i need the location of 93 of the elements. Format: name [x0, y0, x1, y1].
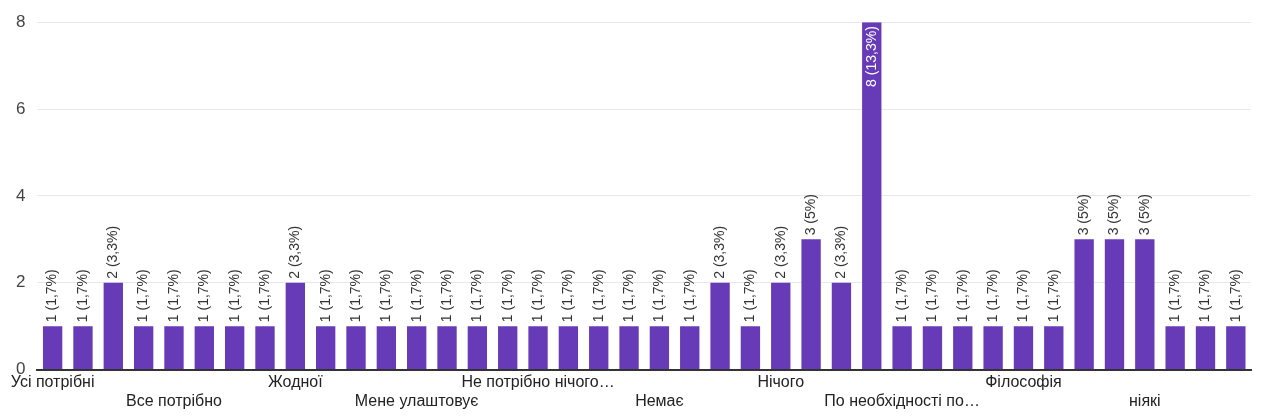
data-label: 2 (3,3%) — [286, 225, 303, 279]
x-tick-label: Філософія — [985, 372, 1062, 390]
data-label: 1 (1,7%) — [589, 269, 606, 323]
y-tick-label: 4 — [15, 185, 26, 205]
y-tick-label: 6 — [15, 98, 26, 118]
data-label: 2 (3,3%) — [104, 225, 121, 279]
bar — [73, 326, 93, 370]
bar — [862, 22, 882, 370]
bar — [164, 326, 184, 370]
data-label: 1 (1,7%) — [650, 269, 667, 323]
bar — [1135, 239, 1155, 370]
x-tick-label: Мене улаштовує — [354, 391, 479, 409]
data-label: 1 (1,7%) — [1014, 269, 1031, 323]
data-label: 1 (1,7%) — [316, 269, 333, 323]
y-tick-label: 2 — [15, 272, 26, 292]
data-label: 1 (1,7%) — [1226, 269, 1243, 323]
bar — [1165, 326, 1185, 370]
bar — [1104, 239, 1125, 370]
data-label: 1 (1,7%) — [559, 269, 576, 323]
bar — [498, 326, 518, 370]
bar — [710, 282, 730, 370]
bar — [224, 326, 245, 370]
bar — [1226, 326, 1246, 370]
data-label: 1 (1,7%) — [1044, 269, 1061, 323]
bar — [285, 282, 305, 370]
data-label: 1 (1,7%) — [983, 269, 1000, 323]
bar — [589, 326, 609, 370]
data-label: 1 (1,7%) — [164, 269, 181, 323]
bar — [649, 326, 670, 370]
data-label: 1 (1,7%) — [741, 269, 758, 323]
data-label: 1 (1,7%) — [619, 269, 636, 323]
bar — [194, 326, 214, 370]
data-label: 1 (1,7%) — [468, 269, 485, 323]
data-label: 1 (1,7%) — [346, 269, 363, 323]
bar — [1074, 239, 1094, 370]
data-label: 1 (1,7%) — [73, 269, 90, 323]
bar — [103, 282, 123, 370]
data-label: 1 (1,7%) — [195, 269, 212, 323]
data-label: 3 (5%) — [1075, 194, 1091, 236]
bar — [619, 326, 639, 370]
bar — [437, 326, 457, 370]
data-label: 1 (1,7%) — [407, 269, 424, 323]
data-label: 1 (1,7%) — [255, 269, 272, 323]
x-tick-label: Нічого — [757, 372, 805, 390]
data-label: 2 (3,3%) — [832, 225, 849, 279]
bar — [740, 326, 761, 370]
data-label: 1 (1,7%) — [437, 269, 454, 323]
bar — [407, 326, 427, 370]
x-tick-label: Немає — [635, 391, 684, 409]
data-label: 1 (1,7%) — [528, 269, 545, 323]
x-tick-label: Все потрібно — [126, 391, 223, 409]
bar — [983, 326, 1003, 370]
data-label: 1 (1,7%) — [892, 269, 909, 323]
data-label: 2 (3,3%) — [771, 225, 788, 279]
data-label: 1 (1,7%) — [225, 269, 242, 323]
data-label: 1 (1,7%) — [680, 269, 697, 323]
data-label: 3 (5%) — [1135, 194, 1152, 236]
bar — [316, 326, 336, 370]
data-label: 1 (1,7%) — [377, 269, 394, 323]
data-label: 1 (1,7%) — [43, 269, 60, 323]
data-label: 1 (1,7%) — [1196, 269, 1213, 323]
x-tick-label: Жодної — [268, 372, 324, 390]
bar — [376, 326, 397, 370]
data-label: 1 (1,7%) — [498, 269, 515, 323]
bar — [953, 326, 973, 370]
bar — [771, 282, 791, 370]
bar — [1044, 326, 1064, 370]
x-tick-label: Не потрібно нічого… — [461, 372, 615, 390]
bar — [1195, 326, 1216, 370]
data-label: 1 (1,7%) — [953, 269, 970, 323]
bar — [1013, 326, 1034, 370]
bar — [133, 326, 154, 370]
data-label: 3 (5%) — [1105, 194, 1122, 236]
bar — [680, 326, 700, 370]
x-tick-label: По необхідності по… — [824, 391, 980, 409]
bar — [801, 239, 821, 370]
data-label: 1 (1,7%) — [923, 269, 940, 323]
bar — [346, 326, 366, 370]
bar — [528, 326, 548, 370]
bar — [42, 326, 63, 370]
data-label: 2 (3,3%) — [710, 225, 727, 279]
bar — [831, 282, 852, 370]
bar — [892, 326, 912, 370]
bar — [922, 326, 943, 370]
y-tick-label: 8 — [15, 11, 26, 31]
data-label: 8 (13,3%) — [862, 26, 879, 87]
bar — [467, 326, 488, 370]
x-tick-label: ніякі — [1129, 391, 1161, 409]
data-label: 1 (1,7%) — [1166, 269, 1183, 323]
data-label: 1 (1,7%) — [134, 269, 151, 323]
bar — [255, 326, 275, 370]
data-label: 3 (5%) — [801, 194, 818, 236]
bar — [558, 326, 579, 370]
